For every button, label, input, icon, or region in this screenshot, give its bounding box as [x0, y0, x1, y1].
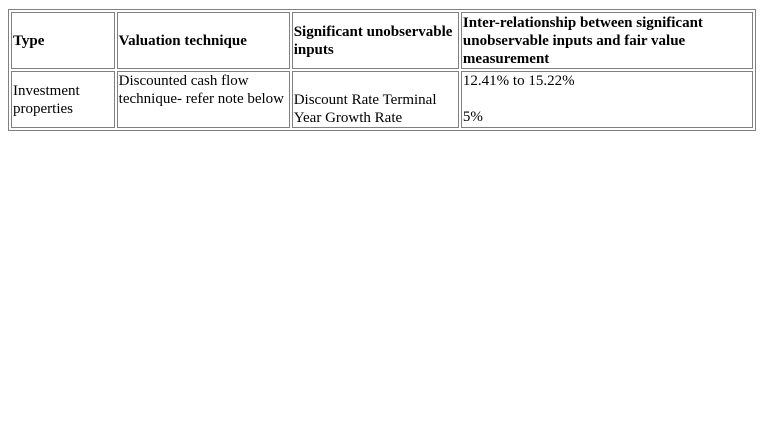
cell-type: Investment properties	[11, 71, 115, 128]
header-significant-unobservable-inputs: Significant unobservable inputs	[291, 12, 459, 69]
header-inter-relationship: Inter-relationship between significant u…	[460, 12, 753, 69]
table-row: Investment properties Discounted cash fl…	[11, 71, 753, 128]
header-row: Type Valuation technique Significant uno…	[11, 12, 753, 69]
cell-significant-inputs: Discount Rate Terminal Year Growth Rate	[291, 71, 459, 128]
header-valuation-technique: Valuation technique	[116, 12, 290, 69]
table-body: Investment properties Discounted cash fl…	[11, 71, 753, 128]
fair-value-valuation-table: Type Valuation technique Significant uno…	[8, 9, 756, 131]
discount-rate-range: 12.41% to 15.22%	[462, 73, 575, 89]
cell-valuation-technique: Discounted cash flow technique- refer no…	[116, 71, 290, 128]
table-header: Type Valuation technique Significant uno…	[11, 12, 753, 69]
spacer	[463, 90, 751, 108]
cell-inter-relationship: 12.41% to 15.22% 5%	[460, 71, 753, 128]
terminal-growth-rate: 5%	[462, 109, 483, 125]
header-type: Type	[11, 12, 115, 69]
